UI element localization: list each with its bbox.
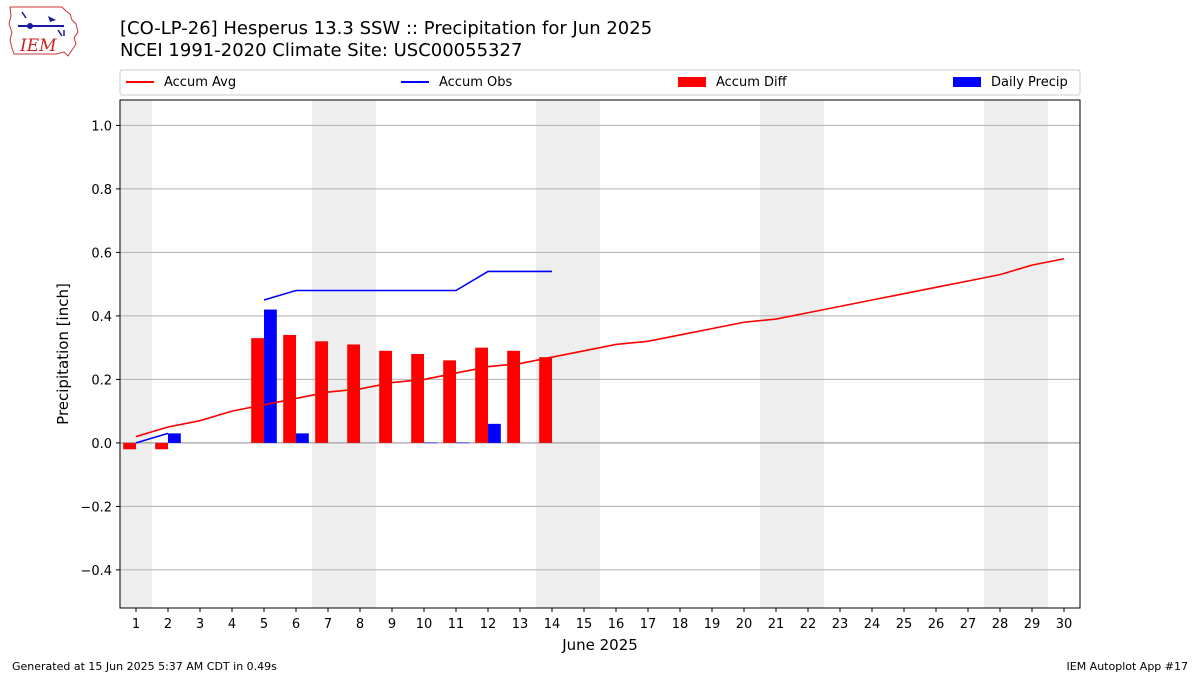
x-tick-label: 15 [576, 617, 593, 632]
axes: −0.4−0.20.00.20.40.60.81.01 2 3 4 5 6 7 8 9 10 11 1… [80, 119, 1072, 632]
weekend-band [984, 100, 1048, 608]
accum-diff-bar [411, 354, 424, 443]
x-tick-label: 6 [292, 617, 300, 632]
x-tick-label: 11 [448, 617, 465, 632]
x-tick-label: 30 [1056, 617, 1073, 632]
accum-diff-bar [251, 338, 264, 443]
x-tick-label: 21 [768, 617, 785, 632]
x-tick-label: 3 [196, 617, 204, 632]
x-tick-label: 23 [832, 617, 849, 632]
bars [123, 309, 552, 450]
y-tick-label: −0.4 [80, 564, 112, 579]
accum-diff-bar [347, 344, 360, 443]
y-tick-label: 0.8 [91, 183, 112, 198]
daily-precip-bar [296, 433, 309, 443]
accum-obs-line [263, 270, 552, 301]
app-id: IEM Autoplot App #17 [1066, 660, 1189, 673]
generated-timestamp: Generated at 15 Jun 2025 5:37 AM CDT in … [12, 660, 277, 673]
x-tick-label: 28 [992, 617, 1009, 632]
legend-box [119, 69, 1081, 96]
y-axis-label: Precipitation [inch] [54, 283, 72, 425]
daily-precip-bar [424, 442, 437, 444]
x-tick-label: 24 [864, 617, 881, 632]
x-tick-label: 14 [544, 617, 561, 632]
x-tick-label: 1 [132, 617, 140, 632]
x-tick-label: 29 [1024, 617, 1041, 632]
x-tick-label: 7 [324, 617, 332, 632]
x-tick-label: 8 [356, 617, 364, 632]
x-axis-label: June 2025 [561, 636, 638, 654]
y-tick-label: 1.0 [91, 119, 112, 134]
chart-title: [CO-LP-26] Hesperus 13.3 SSW :: Precipit… [120, 18, 653, 39]
daily-precip-bar [168, 433, 181, 443]
x-tick-label: 22 [800, 617, 817, 632]
x-tick-label: 4 [228, 617, 236, 632]
daily-precip-bar [264, 309, 277, 443]
accum-diff-bar [539, 357, 552, 443]
chart-subtitle: NCEI 1991-2020 Climate Site: USC00055327 [120, 40, 523, 61]
accum-diff-bar [507, 350, 520, 443]
weekend-band [120, 100, 152, 608]
x-tick-label: 25 [896, 617, 913, 632]
legend: Accum Avg Accum Obs Accum Diff Daily Precip [119, 69, 1081, 96]
accum-diff-bar [283, 334, 296, 443]
x-tick-label: 19 [704, 617, 721, 632]
x-tick-label: 10 [416, 617, 433, 632]
x-tick-label: 20 [736, 617, 753, 632]
accum-diff-bar [379, 350, 392, 443]
y-tick-label: 0.2 [91, 373, 112, 388]
daily-precip-bar [488, 423, 501, 443]
x-tick-label: 26 [928, 617, 945, 632]
weekend-band [760, 100, 824, 608]
x-tick-label: 2 [164, 617, 172, 632]
legend-label: Accum Diff [716, 75, 788, 90]
x-tick-label: 16 [608, 617, 625, 632]
lines [135, 257, 1065, 444]
accum-diff-bar [443, 360, 456, 443]
legend-swatch [953, 77, 981, 87]
legend-label: Accum Obs [439, 75, 512, 90]
accum-diff-bar [123, 442, 136, 450]
accum-obs-line [135, 432, 169, 444]
accum-diff-bar [155, 442, 168, 450]
y-tick-label: −0.2 [80, 500, 112, 515]
x-tick-label: 17 [640, 617, 657, 632]
x-tick-label: 18 [672, 617, 689, 632]
legend-label: Accum Avg [164, 75, 236, 90]
y-tick-label: 0.4 [91, 310, 112, 325]
x-tick-label: 13 [512, 617, 529, 632]
logo-text: IEM [19, 36, 57, 56]
y-tick-label: 0.0 [91, 437, 112, 452]
y-tick-label: 0.6 [91, 246, 112, 261]
x-tick-label: 27 [960, 617, 977, 632]
x-tick-label: 12 [480, 617, 497, 632]
gridlines [120, 124, 1080, 571]
x-tick-label: 9 [388, 617, 396, 632]
accum-diff-bar [475, 347, 488, 443]
daily-precip-bar [456, 442, 469, 444]
x-tick-label: 5 [260, 617, 268, 632]
accum-diff-bar [315, 341, 328, 443]
plot-frame [119, 99, 1081, 609]
accum-avg-line [135, 257, 1065, 438]
iem-logo: IEM [6, 4, 82, 60]
legend-swatch [678, 77, 706, 87]
legend-label: Daily Precip [991, 75, 1068, 90]
